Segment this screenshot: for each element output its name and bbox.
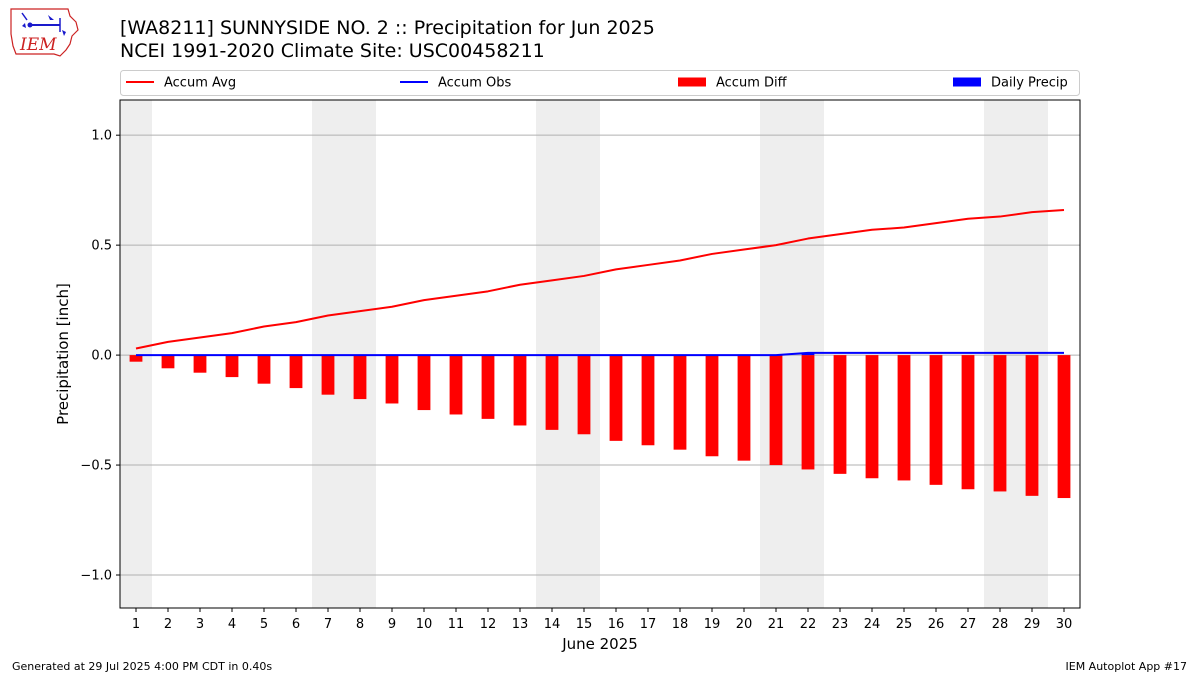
accum-diff-bar — [545, 355, 559, 430]
y-tick-label: −0.5 — [80, 459, 112, 474]
x-tick-label: 21 — [768, 617, 785, 632]
legend-label-accum-diff: Accum Diff — [716, 76, 788, 91]
legend-label-accum-obs: Accum Obs — [438, 76, 511, 91]
accum-diff-bar — [673, 355, 687, 450]
legend-label-accum-avg: Accum Avg — [164, 76, 236, 91]
accum-diff-bar — [609, 355, 623, 441]
x-tick-label: 4 — [228, 617, 236, 632]
weekend-shade — [536, 100, 600, 608]
x-tick-label: 13 — [512, 617, 529, 632]
accum-diff-bar — [737, 355, 751, 461]
accum-diff-bar — [1025, 355, 1039, 496]
x-tick-label: 27 — [960, 617, 977, 632]
x-tick-label: 30 — [1056, 617, 1073, 632]
chart-subtitle: NCEI 1991-2020 Climate Site: USC00458211 — [120, 40, 545, 62]
generated-timestamp: Generated at 29 Jul 2025 4:00 PM CDT in … — [12, 660, 273, 673]
accum-diff-bar — [769, 355, 783, 466]
iem-logo: IEM — [10, 8, 79, 57]
x-tick-label: 28 — [992, 617, 1009, 632]
x-tick-label: 15 — [576, 617, 593, 632]
y-tick-label: −1.0 — [80, 569, 112, 584]
iem-logo-text: IEM — [19, 35, 57, 55]
accum-diff-bar — [161, 355, 175, 369]
x-tick-label: 5 — [260, 617, 268, 632]
x-tick-label: 23 — [832, 617, 849, 632]
x-tick-label: 10 — [416, 617, 433, 632]
x-tick-label: 17 — [640, 617, 657, 632]
iowa-map-outline — [10, 8, 79, 57]
x-tick-label: 14 — [544, 617, 561, 632]
accum-diff-bar — [929, 355, 943, 485]
x-tick-label: 22 — [800, 617, 817, 632]
accum-diff-bar — [833, 355, 847, 474]
x-tick-label: 26 — [928, 617, 945, 632]
accum-obs-line — [136, 351, 1064, 357]
weekend-shade — [984, 100, 1048, 608]
x-tick-label: 24 — [864, 617, 881, 632]
y-tick-label: 0.0 — [91, 349, 112, 364]
weather-station-icon — [21, 12, 66, 36]
accum-diff-bar — [481, 355, 495, 419]
accum-diff-bar — [289, 355, 303, 389]
x-tick-label: 1 — [132, 617, 140, 632]
accum-diff-bar — [417, 355, 431, 411]
weekend-shade — [312, 100, 376, 608]
accum-diff-bar — [449, 355, 463, 415]
accum-diff-bar — [513, 355, 527, 426]
y-tick-label: 1.0 — [91, 129, 112, 144]
daily-precip-bar — [801, 352, 815, 356]
accum-diff-bar — [641, 355, 655, 446]
x-tick-label: 2 — [164, 617, 172, 632]
accum-diff-bar — [993, 355, 1007, 492]
y-tick-label: 0.5 — [91, 239, 112, 254]
x-tick-label: 18 — [672, 617, 689, 632]
legend-label-daily-precip: Daily Precip — [991, 76, 1068, 91]
x-tick-label: 8 — [356, 617, 364, 632]
accum-diff-bar — [257, 355, 271, 384]
x-axis-label: June 2025 — [561, 635, 638, 653]
x-tick-label: 19 — [704, 617, 721, 632]
legend-box — [120, 70, 1080, 96]
accum-diff-bar — [193, 355, 207, 373]
accum-diff-bar — [865, 355, 879, 479]
accum-diff-bar — [577, 355, 591, 435]
accum-diff-bar — [353, 355, 367, 400]
weekend-shade — [120, 100, 152, 608]
y-axis-label: Precipitation [inch] — [54, 283, 72, 425]
accum-diff-bar — [1057, 355, 1071, 499]
plot-frame — [119, 99, 1081, 609]
x-tick-label: 29 — [1024, 617, 1041, 632]
x-tick-label: 7 — [324, 617, 332, 632]
accum-diff-bar — [321, 355, 335, 395]
x-tick-label: 11 — [448, 617, 465, 632]
accum-diff-bar — [705, 355, 719, 457]
accum-avg-line — [135, 208, 1065, 350]
x-tick-label: 12 — [480, 617, 497, 632]
accum-diff-bar — [225, 355, 239, 378]
x-tick-label: 20 — [736, 617, 753, 632]
x-tick-label: 16 — [608, 617, 625, 632]
legend-swatch-accum-diff — [678, 77, 706, 87]
legend-swatch-daily-precip — [953, 77, 981, 87]
x-tick-label: 6 — [292, 617, 300, 632]
x-tick-label: 25 — [896, 617, 913, 632]
accum-diff-bar — [385, 355, 399, 404]
x-tick-label: 3 — [196, 617, 204, 632]
app-credit: IEM Autoplot App #17 — [1065, 660, 1188, 673]
accum-diff-bar — [897, 355, 911, 481]
accum-diff-bar — [961, 355, 975, 490]
chart-title: [WA8211] SUNNYSIDE NO. 2 :: Precipitatio… — [120, 17, 655, 39]
accum-diff-bar — [801, 355, 815, 470]
x-tick-label: 9 — [388, 617, 396, 632]
accum-diff-bar — [129, 355, 143, 362]
